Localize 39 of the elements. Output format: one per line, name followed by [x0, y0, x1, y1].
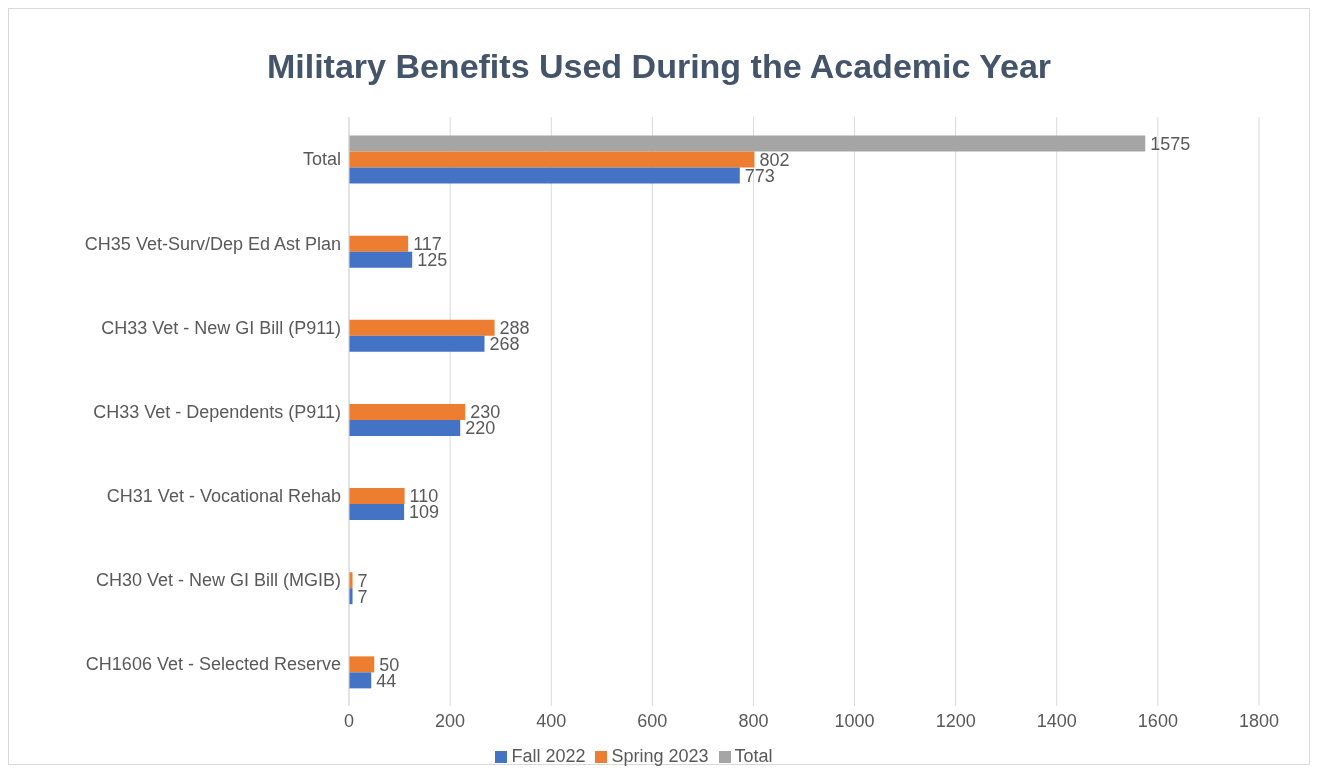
y-tick-label: CH33 Vet - Dependents (P911) [93, 401, 341, 422]
y-tick-label: Total [302, 149, 341, 170]
y-tick-label: CH1606 Vet - Selected Reserve [85, 654, 341, 675]
legend-label: Fall 2022 [511, 746, 586, 766]
x-tick-label: 400 [536, 710, 567, 731]
bar [349, 656, 375, 673]
data-label: 268 [489, 334, 520, 355]
x-tick-label: 1600 [1137, 710, 1178, 731]
x-tick-label: 1000 [834, 710, 875, 731]
bar [349, 151, 755, 168]
bar [349, 251, 413, 268]
legend-label: Spring 2023 [611, 746, 709, 766]
data-label: 125 [417, 250, 448, 271]
x-tick-label: 1800 [1238, 710, 1280, 731]
bar [349, 135, 1146, 152]
bar [349, 235, 409, 252]
bar [349, 335, 485, 352]
x-tick-label: 1200 [935, 710, 976, 731]
legend-label: Total [734, 746, 773, 766]
bar [349, 672, 372, 689]
y-tick-label: CH31 Vet - Vocational Rehab [106, 486, 341, 507]
x-tick-label: 800 [738, 710, 769, 731]
x-tick-label: 600 [637, 710, 668, 731]
bar [349, 488, 405, 505]
x-tick-label: 0 [343, 710, 355, 731]
data-label: 220 [465, 418, 496, 439]
x-tick-label: 1400 [1036, 710, 1077, 731]
y-tick-label: CH33 Vet - New GI Bill (P911) [101, 317, 341, 338]
y-tick-label: CH35 Vet-Surv/Dep Ed Ast Plan [84, 233, 341, 254]
bar [349, 167, 740, 184]
bar [349, 319, 495, 336]
data-label: 1575 [1150, 133, 1191, 154]
chart-title: Military Benefits Used During the Academic Year [265, 46, 1053, 87]
y-tick-label: CH30 Vet - New GI Bill (MGIB) [95, 570, 341, 591]
bar [349, 419, 461, 436]
data-label: 109 [409, 502, 440, 523]
bar [349, 403, 466, 420]
x-tick-label: 200 [435, 710, 466, 731]
bar [349, 504, 405, 521]
